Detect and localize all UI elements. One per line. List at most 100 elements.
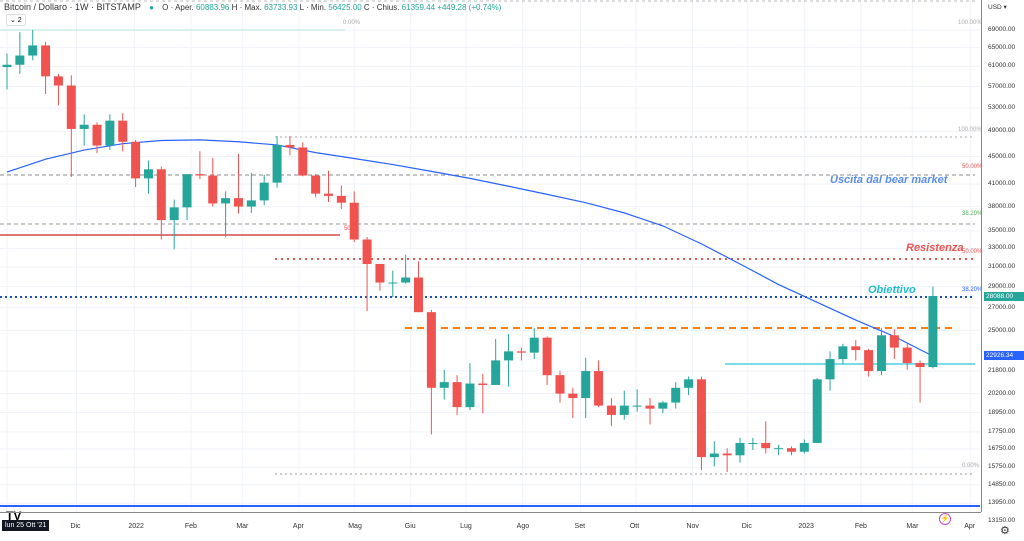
- price-label: 15750.00: [988, 463, 1016, 471]
- settings-gear-icon[interactable]: ⚙: [1000, 525, 1010, 537]
- candle-body: [169, 207, 179, 221]
- candle-body: [478, 383, 488, 385]
- price-label: 13950.00: [988, 499, 1016, 507]
- fib-label: 50.00%: [962, 249, 983, 255]
- candle-body: [632, 405, 642, 407]
- candle-body: [889, 335, 899, 348]
- candle-body: [516, 351, 526, 353]
- time-label: Dic: [70, 523, 81, 530]
- time-label: Mar: [236, 523, 249, 530]
- candle-body: [92, 124, 102, 146]
- candle-body: [696, 379, 706, 458]
- candle-body: [658, 402, 668, 409]
- price-label: 45000.00: [988, 152, 1016, 160]
- low-value: 56425.00: [328, 3, 362, 12]
- last-price-tag: 28088.00: [984, 292, 1024, 301]
- time-label: Mar: [906, 523, 919, 530]
- candle-body: [336, 195, 346, 203]
- change-value: +449.28 (+0.74%): [437, 3, 502, 12]
- time-label: Giu: [404, 523, 416, 530]
- candle-body: [311, 175, 321, 194]
- candle-body: [684, 379, 694, 388]
- candle-body: [825, 359, 835, 380]
- annotation-resistance[interactable]: Resistenza: [906, 242, 964, 254]
- fib-label: 38.20%: [962, 211, 983, 217]
- time-label: lun 25 Ott '21: [2, 520, 50, 531]
- candle-body: [722, 453, 732, 456]
- time-label: Lug: [460, 523, 472, 530]
- candle-body: [324, 193, 333, 196]
- price-label: 27000.00: [988, 303, 1016, 311]
- time-label: Set: [574, 523, 586, 530]
- market-status-icon: ●: [149, 3, 154, 12]
- time-label: Feb: [854, 523, 867, 530]
- time-label: Ott: [629, 523, 640, 530]
- price-label: 57000.00: [988, 82, 1016, 90]
- candle-body: [105, 120, 115, 146]
- candle-body: [41, 45, 51, 77]
- fib-label: 0.00%: [343, 20, 361, 26]
- time-axis[interactable]: lun 25 Ott '21 Dic 2022 Feb Mar Apr Mag Giu Lug A…: [0, 512, 981, 541]
- grid: [0, 0, 980, 512]
- indicators-toggle[interactable]: ⌄ 2: [6, 14, 26, 26]
- chart-header: Bitcoin / Dollaro · 1W · BITSTAMP ● O · …: [4, 2, 501, 12]
- fib-label: 100.00%: [958, 20, 982, 26]
- candle-body: [156, 169, 166, 221]
- candle-body: [401, 277, 411, 283]
- candle-body: [182, 174, 192, 208]
- candle-body: [555, 375, 565, 394]
- candle-body: [619, 405, 629, 415]
- price-label: 13150.00: [988, 516, 1016, 524]
- candle-body: [671, 387, 681, 403]
- price-label: 41000.00: [988, 180, 1016, 188]
- currency-select[interactable]: USD ▾: [988, 4, 1007, 11]
- open-value: 60883.96: [195, 3, 230, 12]
- lightning-icon[interactable]: ⚡: [939, 513, 951, 525]
- annotation-target[interactable]: Obiettivo: [868, 284, 916, 296]
- candle-body: [799, 442, 809, 452]
- fib-label: 50.00%: [962, 164, 983, 170]
- moving-average-line: [6, 139, 934, 357]
- fib-label: 100.00%: [958, 127, 982, 133]
- price-chart[interactable]: [0, 0, 980, 512]
- time-label: Nov: [686, 523, 699, 530]
- candle-body: [581, 371, 591, 399]
- candle-body: [298, 147, 308, 176]
- candle-body: [208, 175, 218, 204]
- candle-body: [851, 346, 861, 351]
- candle-body: [2, 64, 12, 68]
- price-label: 33000.00: [988, 244, 1016, 252]
- candle-body: [233, 198, 243, 207]
- candle-body: [928, 296, 938, 368]
- candle-body: [195, 174, 205, 176]
- price-label: 35000.00: [988, 226, 1016, 234]
- price-label: 61000.00: [988, 62, 1016, 70]
- candle-body: [902, 347, 912, 364]
- symbol-title[interactable]: Bitcoin / Dollaro · 1W · BITSTAMP: [4, 2, 141, 12]
- fib-label: 0.00%: [962, 463, 980, 469]
- candle-body: [426, 312, 436, 388]
- price-label: 25000.00: [988, 326, 1016, 334]
- open-label: O · Aper.: [162, 3, 194, 12]
- candle-body: [568, 393, 578, 399]
- candle-body: [838, 346, 848, 360]
- close-label: C · Chius.: [363, 3, 400, 12]
- candle-body: [594, 371, 604, 406]
- price-label: 49000.00: [988, 127, 1016, 135]
- candle-body: [79, 124, 89, 129]
- candle-body: [53, 76, 63, 86]
- candle-body: [542, 337, 552, 376]
- fib-label: 38.20%: [962, 287, 983, 293]
- price-axis[interactable]: USD ▾ 69000.00 65000.00 61000.00 57000.00 53…: [981, 0, 1024, 524]
- price-label: 16750.00: [988, 445, 1016, 453]
- candle-body: [221, 198, 231, 204]
- annotation-bear-exit[interactable]: Uscita dal bear market: [830, 174, 948, 186]
- fib-label: 50%: [344, 226, 357, 232]
- time-label: Apr: [292, 523, 304, 530]
- candle-body: [246, 200, 256, 207]
- candle-body: [439, 382, 449, 388]
- candle-body: [388, 282, 398, 284]
- candle-body: [606, 405, 616, 415]
- candle-body: [272, 144, 282, 183]
- candle-body: [812, 379, 822, 443]
